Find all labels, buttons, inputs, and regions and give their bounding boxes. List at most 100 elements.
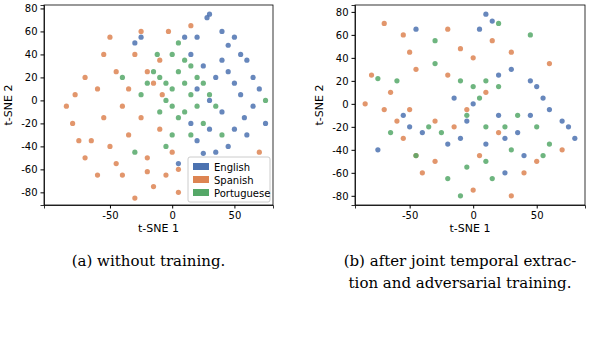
- tick-mark: [352, 127, 356, 128]
- point: [163, 98, 168, 103]
- point: [496, 73, 501, 78]
- point: [572, 136, 577, 141]
- tick: 20: [336, 76, 355, 87]
- point: [157, 75, 162, 80]
- point: [182, 58, 187, 63]
- tick-label: 20: [25, 72, 38, 83]
- tick-label: 40: [336, 53, 349, 64]
- tick-label: 0: [31, 95, 37, 106]
- tick-mark: [41, 123, 45, 124]
- point: [483, 141, 488, 146]
- legend-label: Spanish: [214, 175, 254, 186]
- tick: 80: [25, 3, 44, 14]
- point: [452, 124, 457, 129]
- x-axis: -50050: [356, 205, 586, 221]
- tick-mark: [41, 100, 45, 101]
- caption: tion and adversarial training.: [349, 274, 572, 292]
- tick-mark: [352, 104, 356, 105]
- point: [194, 35, 199, 40]
- point: [509, 193, 514, 198]
- point: [464, 113, 469, 118]
- axis-line: [45, 206, 274, 209]
- point: [238, 52, 243, 57]
- point: [201, 121, 206, 126]
- point: [257, 86, 262, 91]
- point: [120, 75, 125, 80]
- point: [232, 127, 237, 132]
- point: [401, 136, 406, 141]
- point: [528, 32, 533, 37]
- point: [82, 155, 87, 160]
- point: [194, 138, 199, 143]
- point: [226, 43, 231, 48]
- tick-label: 0: [470, 210, 476, 221]
- point: [257, 150, 262, 155]
- legend-label: English: [214, 162, 250, 173]
- point: [238, 92, 243, 97]
- point: [263, 98, 268, 103]
- point: [132, 52, 137, 57]
- tick-mark: [537, 205, 538, 209]
- point: [151, 184, 156, 189]
- tick-label: 80: [336, 7, 349, 18]
- point: [263, 121, 268, 126]
- point: [145, 169, 150, 174]
- point: [420, 170, 425, 175]
- tick-label: -80: [332, 191, 348, 202]
- y-axis-label: t-SNE 2: [2, 85, 15, 126]
- point: [464, 118, 469, 123]
- point: [70, 121, 75, 126]
- point: [375, 76, 380, 81]
- point: [182, 35, 187, 40]
- tick-label: 0: [170, 210, 176, 221]
- panel: -50050-80-60-40-20020406080t-SNE 1t-SNE …: [2, 3, 274, 235]
- point: [560, 147, 565, 152]
- tick-mark: [172, 205, 173, 209]
- point: [170, 86, 175, 91]
- point: [244, 58, 249, 63]
- point: [145, 81, 150, 86]
- tick: 40: [25, 49, 44, 60]
- tick-mark: [352, 150, 356, 151]
- point: [64, 104, 69, 109]
- point: [566, 124, 571, 129]
- point: [394, 78, 399, 83]
- point: [155, 52, 160, 57]
- point: [560, 118, 565, 123]
- point: [458, 136, 463, 141]
- point: [521, 170, 526, 175]
- tick-mark: [410, 205, 411, 209]
- point: [163, 173, 168, 178]
- point: [521, 153, 526, 158]
- caption: (a) without training.: [72, 252, 226, 270]
- point: [439, 130, 444, 135]
- plot-frame: [355, 5, 585, 205]
- point: [540, 153, 545, 158]
- point: [250, 104, 255, 109]
- axis-line: [352, 6, 356, 206]
- y-axis: -80-60-40-20020406080: [332, 6, 355, 206]
- point: [445, 141, 450, 146]
- point: [204, 15, 209, 20]
- tick-label: -20: [332, 122, 348, 133]
- point: [219, 109, 224, 114]
- point: [445, 73, 450, 78]
- point: [157, 109, 162, 114]
- tick-label: 60: [25, 26, 38, 37]
- tick-mark: [41, 77, 45, 78]
- tick: -40: [332, 145, 355, 156]
- point: [182, 109, 187, 114]
- point: [120, 104, 125, 109]
- point: [176, 190, 181, 195]
- point: [194, 75, 199, 80]
- tick-mark: [41, 8, 45, 9]
- point: [101, 52, 106, 57]
- point: [477, 27, 482, 32]
- tick: -20: [332, 122, 355, 133]
- point: [375, 147, 380, 152]
- tick: 0: [470, 205, 476, 221]
- point: [163, 144, 168, 149]
- point: [471, 101, 476, 106]
- tick-label: -40: [332, 145, 348, 156]
- point: [157, 127, 162, 132]
